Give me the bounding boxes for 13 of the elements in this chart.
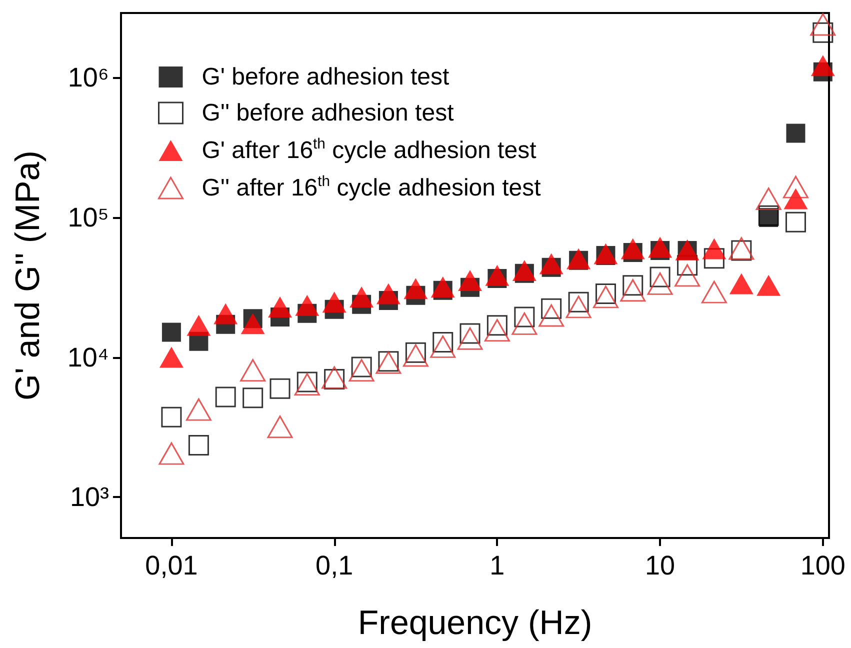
x-tick-label: 100 [800,550,846,580]
y-tick-label: 10⁴ [67,342,109,372]
legend-label: G' before adhesion test [202,64,450,90]
x-tick-label: 0,1 [316,550,354,580]
y-tick-label: 10⁶ [68,62,109,93]
x-tick-label: 1 [490,550,505,580]
y-tick-label: 10³ [70,482,109,512]
y-tick-label: 10⁵ [68,202,109,232]
legend-label: G'' before adhesion test [202,100,454,126]
y-axis-title: G' and G'' (MPa) [9,150,47,400]
x-axis-title: Frequency (Hz) [358,604,592,642]
x-tick-label: 0,01 [145,550,198,580]
x-tick-label: 10 [645,550,676,580]
